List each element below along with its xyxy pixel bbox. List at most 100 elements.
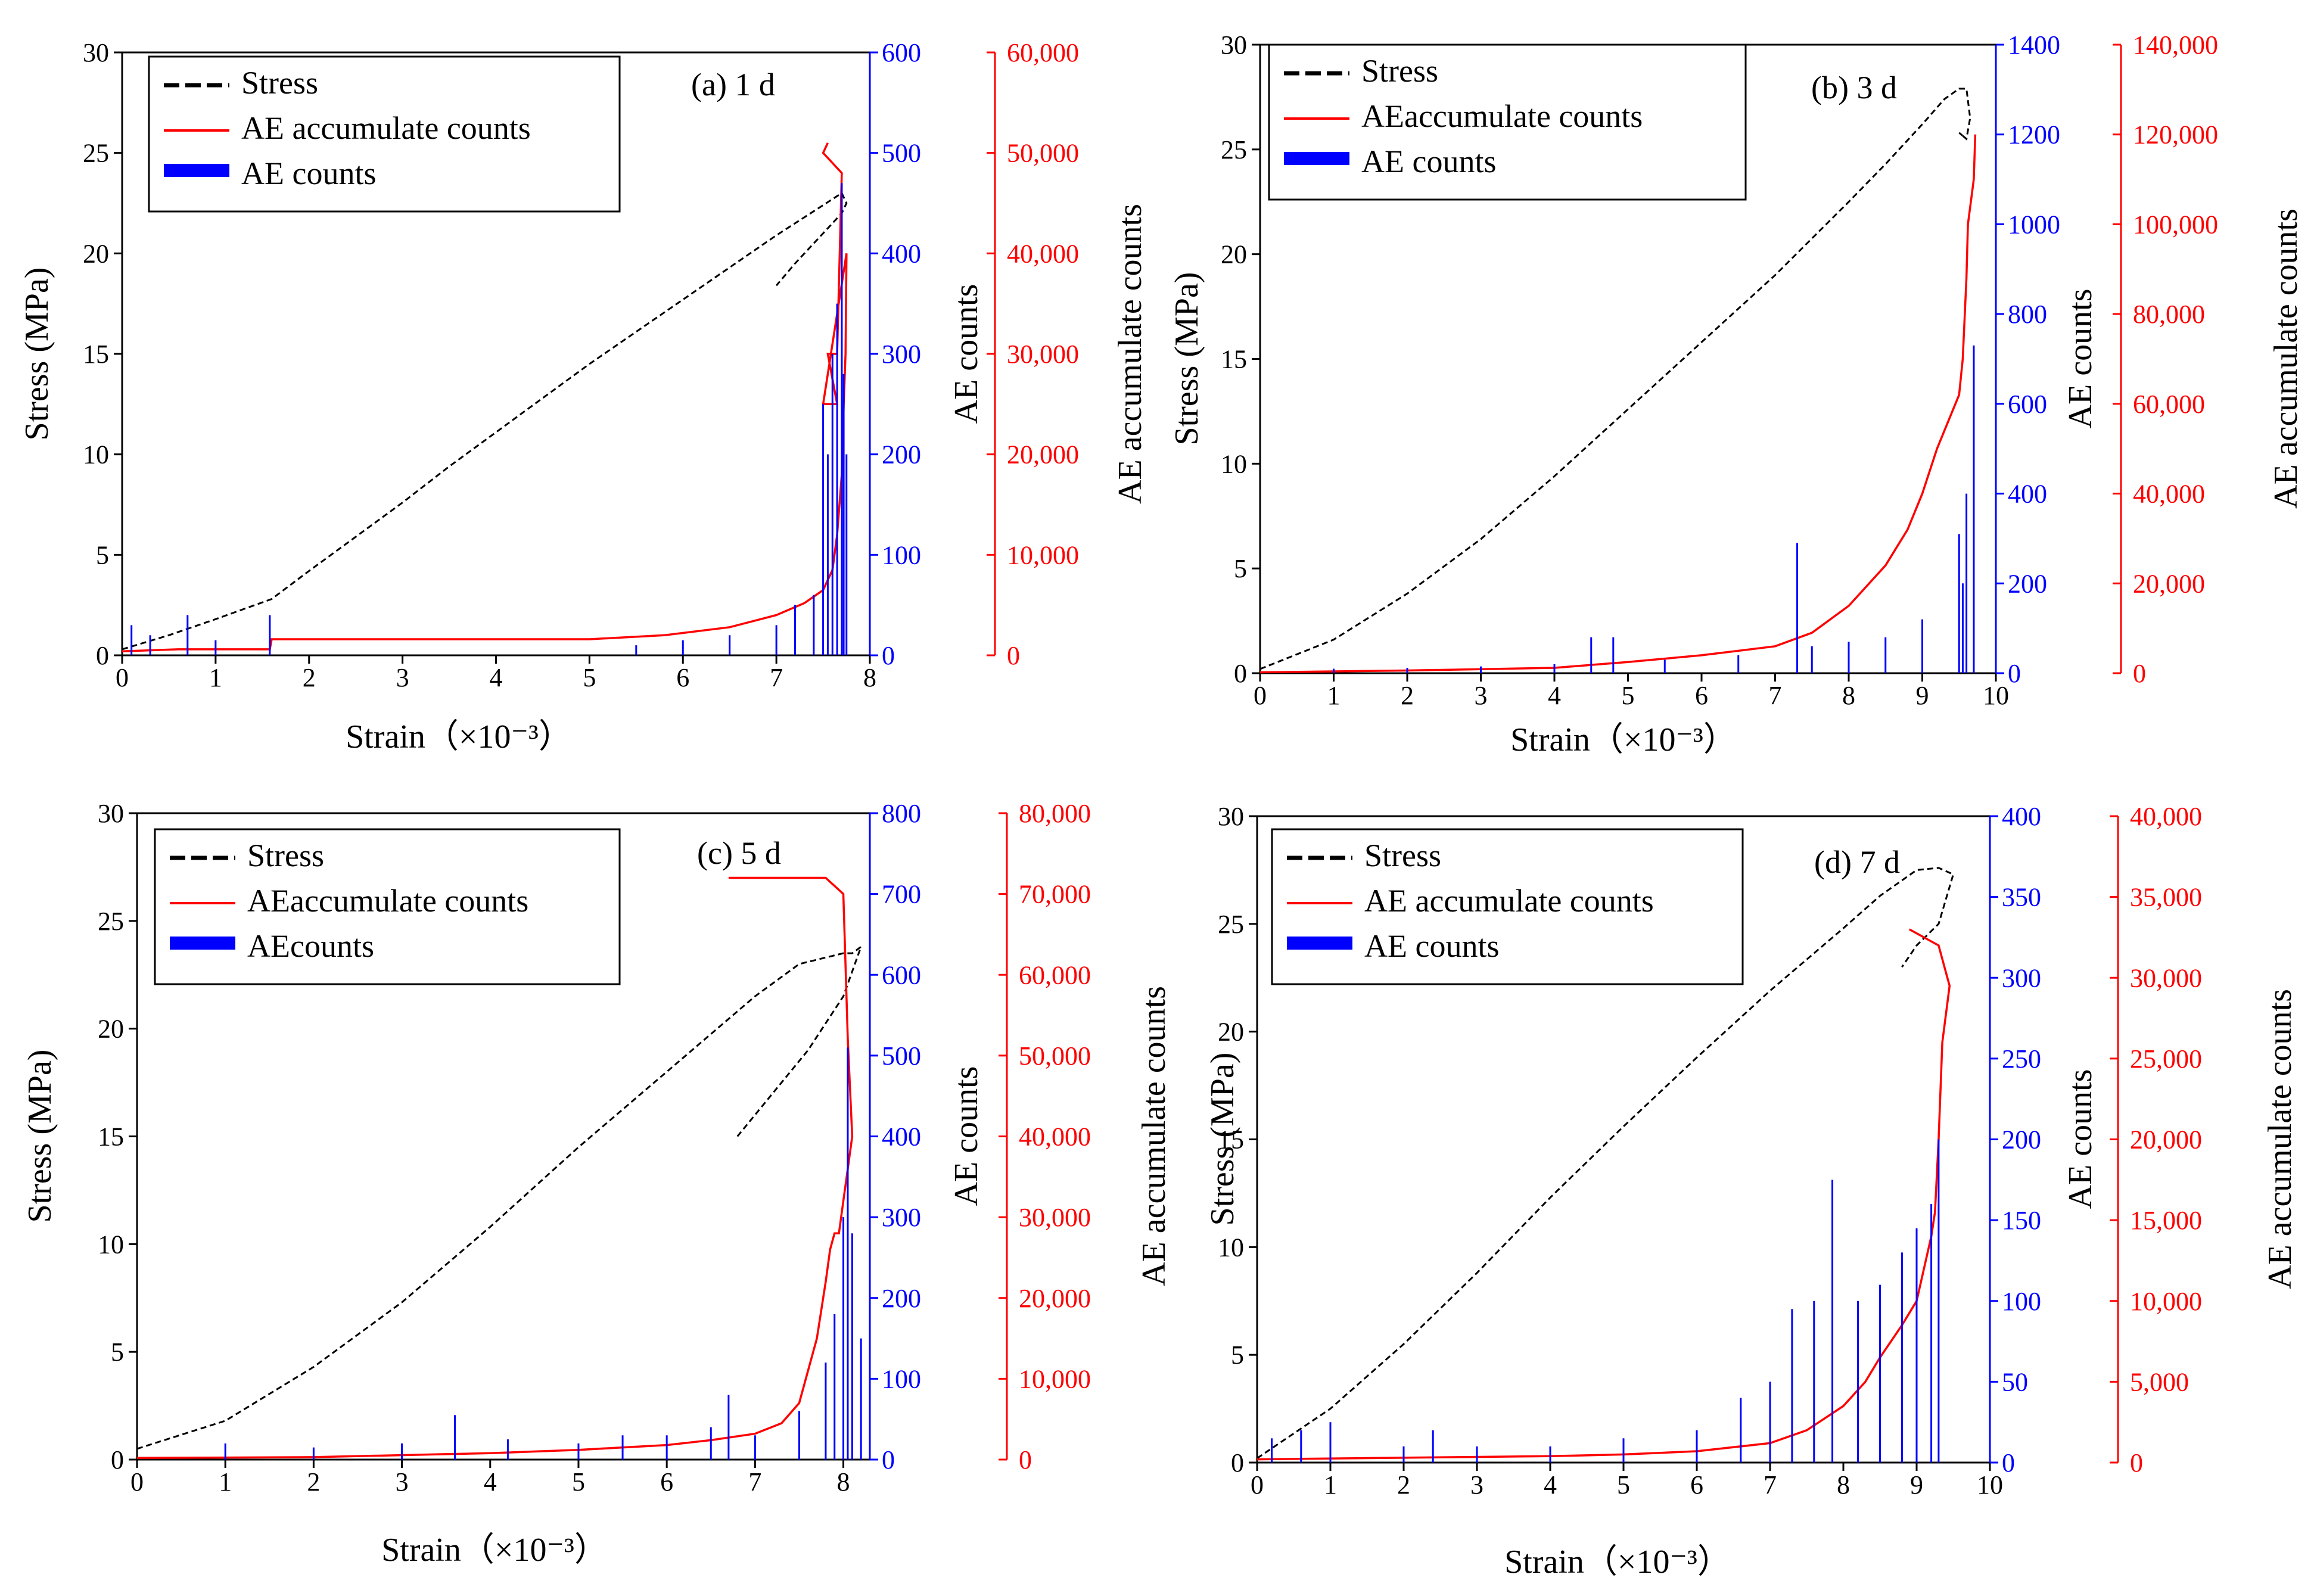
y-tick-label: 30 <box>1218 802 1244 831</box>
x-tick-label: 7 <box>1769 681 1782 710</box>
x-tick-label: 0 <box>1254 681 1267 710</box>
panel-label: (d) 7 d <box>1814 844 1900 880</box>
ae-accum-tick-label: 40,000 <box>2133 480 2205 509</box>
ae-counts-axis-title: AE counts <box>948 1066 985 1206</box>
x-tick-label: 5 <box>583 663 596 692</box>
x-tick-label: 5 <box>1622 681 1635 710</box>
ae-counts-bars <box>1271 1139 1940 1463</box>
x-tick-label: 3 <box>396 1467 409 1497</box>
x-tick-label: 2 <box>1397 1470 1410 1499</box>
ae-counts-bars <box>130 183 848 655</box>
stress-line <box>1259 88 1971 670</box>
panel-4: 0 1 2 3 4 5 6 7 8 9 100510152025300501001502002503… <box>1204 802 2299 1581</box>
ae-accum-tick-label: 5,000 <box>2130 1367 2189 1396</box>
ae-accum-tick-label: 30,000 <box>1007 340 1079 369</box>
ae-counts-tick-label: 0 <box>2008 659 2021 688</box>
strain-axis-title: Strain（×10⁻³） <box>381 1532 608 1569</box>
ae-accum-tick-label: 25,000 <box>2130 1044 2202 1074</box>
legend-label: AE accumulate counts <box>1364 883 1654 919</box>
x-tick-label: 2 <box>1401 681 1414 710</box>
ae-counts-tick-label: 0 <box>882 1445 895 1474</box>
x-tick-label: 7 <box>748 1467 761 1497</box>
ae-counts-tick-label: 0 <box>2002 1448 2015 1477</box>
ae-accum-tick-label: 15,000 <box>2130 1206 2202 1235</box>
legend-label: AE counts <box>1364 928 1499 964</box>
y-tick-label: 30 <box>1221 30 1247 60</box>
stress-axis-title: Stress (MPa) <box>1168 272 1205 446</box>
ae-counts-tick-label: 250 <box>2002 1044 2041 1074</box>
x-tick-label: 4 <box>484 1467 497 1497</box>
ae-accum-tick-label: 60,000 <box>1007 38 1079 67</box>
ae-counts-tick-label: 200 <box>882 1284 921 1313</box>
stress-line <box>122 191 848 651</box>
x-tick-label: 8 <box>1842 681 1855 710</box>
ae-counts-tick-label: 500 <box>882 1041 921 1071</box>
ae-counts-tick-label: 100 <box>882 540 921 570</box>
ae-accum-axis-title: AE accumulate counts <box>1136 986 1173 1286</box>
legend-box <box>1271 828 1744 985</box>
y-tick-label: 5 <box>1231 1340 1244 1370</box>
ae-accum-tick-label: 20,000 <box>1019 1284 1091 1313</box>
ae-accumulate-line <box>1257 928 1951 1461</box>
x-tick-label: 1 <box>219 1467 232 1497</box>
ae-accum-tick-label: 60,000 <box>2133 390 2205 419</box>
y-tick-label: 0 <box>96 641 109 670</box>
strain-axis-title: Strain（×10⁻³） <box>1510 721 1737 758</box>
y-tick-label: 10 <box>98 1230 124 1259</box>
legend: Stress AEaccumulate counts AE counts <box>1268 43 1747 201</box>
legend-label: Stress <box>1361 53 1438 89</box>
x-tick-label: 2 <box>307 1467 320 1497</box>
x-tick-label: 6 <box>1695 681 1708 710</box>
ae-counts-tick-label: 600 <box>882 38 921 67</box>
ae-accum-tick-label: 0 <box>1019 1445 1032 1474</box>
x-tick-label: 4 <box>1544 1470 1557 1499</box>
y-tick-label: 20 <box>1221 240 1247 269</box>
x-tick-label: 3 <box>1475 681 1488 710</box>
ae-counts-tick-label: 600 <box>2008 390 2047 419</box>
ae-accum-tick-label: 70,000 <box>1019 880 1091 909</box>
legend-label: Stress <box>247 838 324 873</box>
x-tick-label: 5 <box>1617 1470 1630 1499</box>
ae-counts-tick-label: 200 <box>2002 1125 2041 1155</box>
ae-accum-tick-label: 20,000 <box>1007 440 1079 469</box>
ae-accumulate-line <box>136 876 854 1460</box>
ae-counts-tick-label: 1400 <box>2008 30 2060 60</box>
y-tick-label: 0 <box>111 1445 124 1474</box>
ae-counts-tick-label: 0 <box>882 641 895 670</box>
x-tick-label: 10 <box>1977 1470 2003 1499</box>
ae-counts-tick-label: 700 <box>882 880 921 909</box>
panel-1: 0 1 2 3 4 5 6 7 80510152025300100200300400500600… <box>18 38 1149 755</box>
x-tick-label: 3 <box>1470 1470 1483 1499</box>
x-tick-label: 4 <box>1548 681 1561 710</box>
ae-counts-tick-label: 400 <box>882 239 921 268</box>
ae-accum-tick-label: 10,000 <box>1007 540 1079 570</box>
x-tick-label: 4 <box>490 663 503 692</box>
ae-counts-tick-label: 150 <box>2002 1206 2041 1235</box>
ae-counts-tick-label: 300 <box>2002 963 2041 993</box>
stress-axis-title: Stress (MPa) <box>1204 1053 1241 1226</box>
strain-axis-title: Strain（×10⁻³） <box>346 718 572 755</box>
y-tick-label: 20 <box>83 239 109 268</box>
legend-box <box>154 828 621 985</box>
ae-counts-tick-label: 50 <box>2002 1367 2028 1396</box>
ae-accum-tick-label: 20,000 <box>2133 569 2205 598</box>
legend-ae-counts-swatch <box>170 937 235 950</box>
x-tick-label: 1 <box>1324 1470 1337 1499</box>
y-tick-label: 25 <box>98 907 124 936</box>
x-tick-label: 7 <box>770 663 783 692</box>
x-tick-label: 3 <box>396 663 409 692</box>
y-tick-label: 5 <box>1234 554 1247 583</box>
legend-ae-counts-swatch <box>1284 152 1349 165</box>
ae-counts-tick-label: 800 <box>2008 300 2047 329</box>
ae-counts-tick-label: 1000 <box>2008 210 2060 239</box>
legend: Stress AEaccumulate counts AEcounts <box>154 828 621 985</box>
y-tick-label: 5 <box>96 540 109 570</box>
x-tick-label: 6 <box>676 663 689 692</box>
y-tick-label: 25 <box>1218 910 1244 939</box>
legend-label: AEcounts <box>247 928 374 964</box>
x-tick-label: 6 <box>660 1467 673 1497</box>
stress-axis-title: Stress (MPa) <box>21 1050 58 1223</box>
ae-accum-axis-title: AE accumulate counts <box>1112 204 1149 504</box>
ae-accum-tick-label: 50,000 <box>1007 139 1079 168</box>
